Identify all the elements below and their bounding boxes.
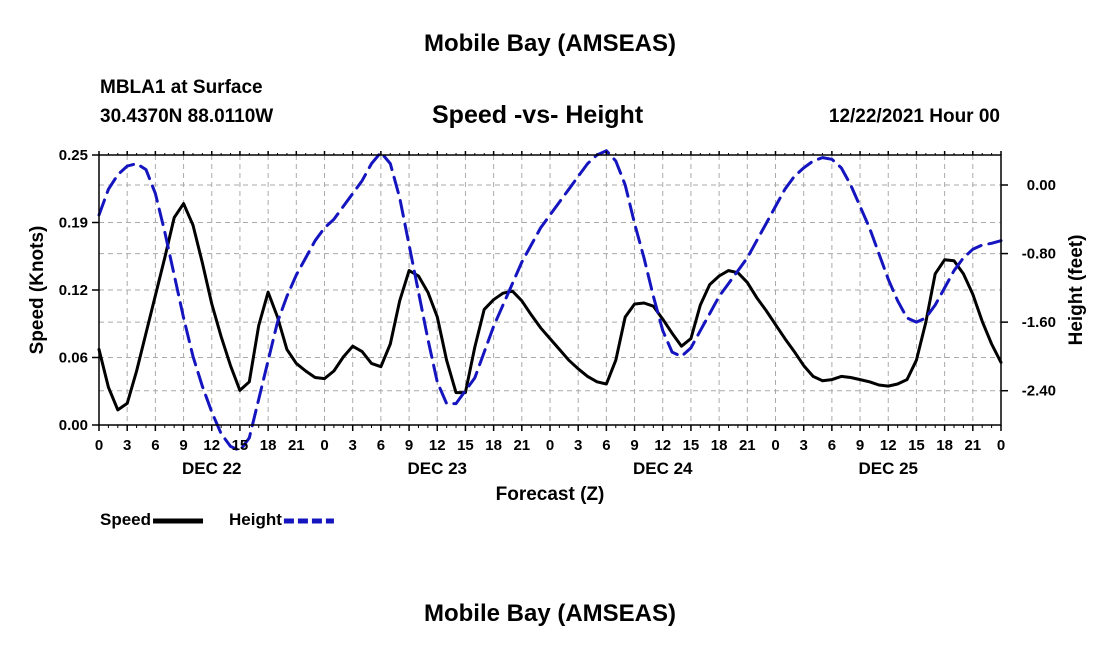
x-tick-label: 18 bbox=[936, 437, 953, 454]
station-coordinates: 30.4370N 88.0110W bbox=[100, 106, 274, 127]
x-tick-label: 3 bbox=[800, 437, 808, 454]
y-tick-label-right: -1.60 bbox=[1022, 314, 1056, 331]
legend: Speed Height bbox=[100, 510, 334, 529]
x-tick-label: 3 bbox=[574, 437, 582, 454]
x-tick-label: 15 bbox=[457, 437, 474, 454]
x-tick-label: 18 bbox=[260, 437, 277, 454]
x-tick-label: 6 bbox=[377, 437, 385, 454]
chart-title: Speed -vs- Height bbox=[432, 101, 644, 129]
x-tick-label: 9 bbox=[630, 437, 638, 454]
x-tick-label: 15 bbox=[908, 437, 925, 454]
series-line-speed bbox=[97, 202, 1003, 412]
x-tick-label: 15 bbox=[232, 437, 249, 454]
x-tick-label: 9 bbox=[405, 437, 413, 454]
x-tick-label: 12 bbox=[880, 437, 897, 454]
x-tick-label: 18 bbox=[711, 437, 728, 454]
x-tick-label: 12 bbox=[429, 437, 446, 454]
day-label: DEC 24 bbox=[633, 459, 693, 478]
axes-layer: 0 3 6 9 12 15 18 21 0 3 6 9 12 15 18 21 0 3 6 9 12 15 18 21 0 3 6 9… bbox=[59, 147, 1056, 478]
y-tick-label-left: 0.12 bbox=[59, 282, 88, 299]
x-tick-label: 6 bbox=[828, 437, 836, 454]
speed-height-chart: 0 3 6 9 12 15 18 21 0 3 6 9 12 15 18 21 0 3 6 9 12 15 18 21 0 3 6 9… bbox=[27, 147, 1087, 529]
x-tick-label: 6 bbox=[602, 437, 610, 454]
day-label: DEC 23 bbox=[407, 459, 467, 478]
legend-label-speed: Speed bbox=[100, 510, 151, 529]
x-tick-label: 3 bbox=[349, 437, 357, 454]
legend-label-height: Height bbox=[229, 510, 282, 529]
x-tick-label: 12 bbox=[654, 437, 671, 454]
x-tick-label: 0 bbox=[320, 437, 328, 454]
day-label: DEC 22 bbox=[182, 459, 242, 478]
x-tick-label: 21 bbox=[288, 437, 305, 454]
x-tick-label: 0 bbox=[95, 437, 103, 454]
x-tick-label: 21 bbox=[739, 437, 756, 454]
day-label: DEC 25 bbox=[858, 459, 918, 478]
x-tick-label: 0 bbox=[997, 437, 1005, 454]
x-tick-label: 18 bbox=[485, 437, 502, 454]
x-tick-label: 3 bbox=[123, 437, 131, 454]
x-tick-label: 15 bbox=[683, 437, 700, 454]
x-tick-label: 21 bbox=[964, 437, 981, 454]
x-tick-label: 21 bbox=[513, 437, 530, 454]
x-axis-label: Forecast (Z) bbox=[496, 484, 605, 505]
page-title-bottom: Mobile Bay (AMSEAS) bbox=[423, 600, 677, 627]
grid-lines bbox=[99, 155, 1001, 425]
x-tick-label: 6 bbox=[151, 437, 159, 454]
station-label: MBLA1 at Surface bbox=[100, 77, 263, 98]
x-tick-label: 9 bbox=[179, 437, 187, 454]
series-line-height bbox=[97, 149, 1003, 453]
x-tick-label: 0 bbox=[546, 437, 554, 454]
y-tick-label-right: -0.80 bbox=[1022, 246, 1056, 263]
series-layer bbox=[97, 149, 1003, 453]
x-tick-label: 0 bbox=[771, 437, 779, 454]
forecast-datetime: 12/22/2021 Hour 00 bbox=[828, 106, 1000, 127]
y-tick-label-right: 0.00 bbox=[1027, 177, 1056, 194]
y-axis-label-right: Height (feet) bbox=[1066, 235, 1087, 346]
y-tick-label-left: 0.25 bbox=[59, 147, 88, 164]
y-tick-label-right: -2.40 bbox=[1022, 383, 1056, 400]
y-tick-label-left: 0.00 bbox=[59, 417, 88, 434]
x-tick-label: 12 bbox=[203, 437, 220, 454]
x-tick-label: 9 bbox=[856, 437, 864, 454]
page-title-top: Mobile Bay (AMSEAS) bbox=[423, 30, 677, 57]
y-axis-label-left: Speed (Knots) bbox=[27, 226, 48, 355]
y-tick-label-left: 0.06 bbox=[59, 350, 88, 367]
y-tick-label-left: 0.19 bbox=[59, 215, 88, 232]
